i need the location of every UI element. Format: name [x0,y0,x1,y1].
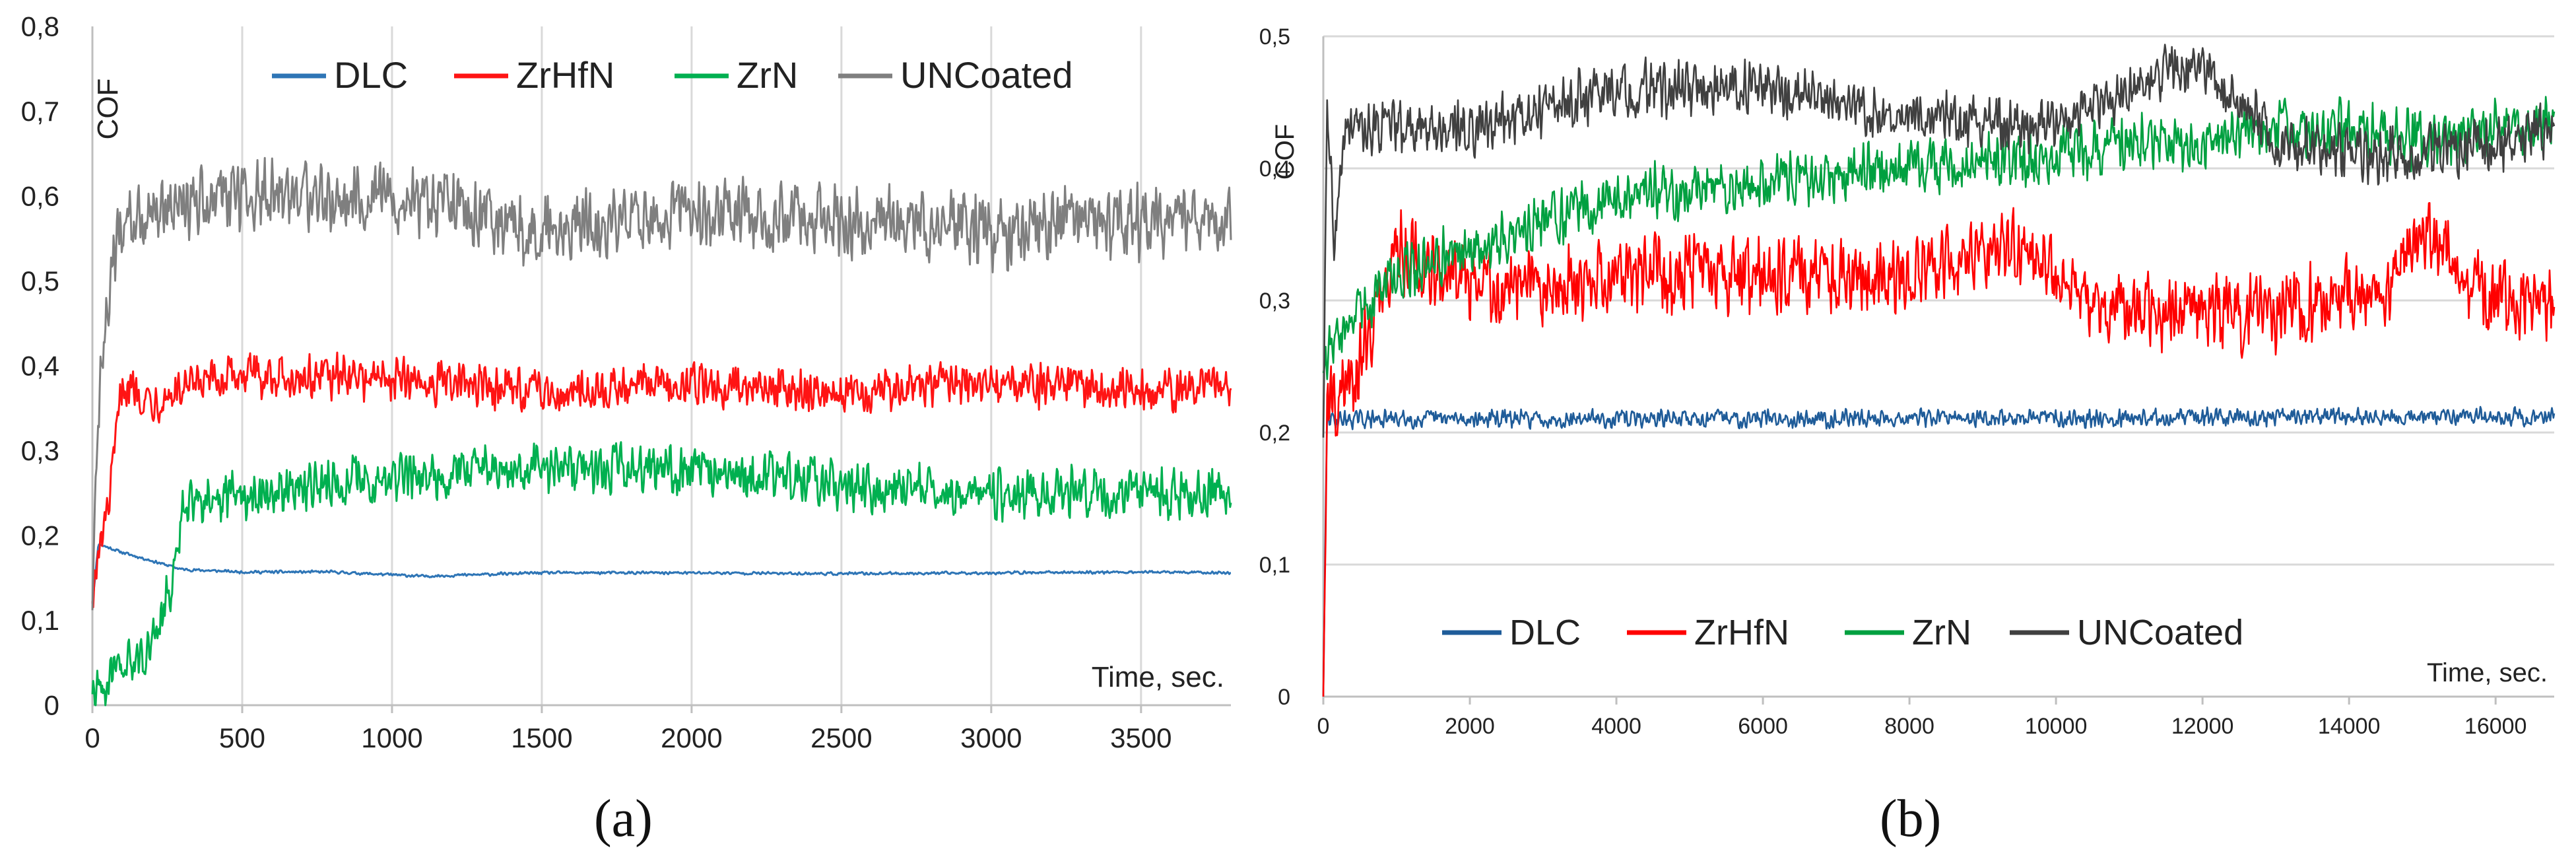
y-tick-label: 0,1 [1259,553,1290,578]
y-tick-label: 0 [44,690,59,721]
panel-caption-b: (b) [1880,790,1942,848]
x-tick-label: 2000 [1445,714,1495,739]
x-tick-label: 3500 [1110,722,1172,753]
x-tick-label: 0 [1317,714,1330,739]
series-line-zrn [91,441,1232,707]
series-line-zrhfn [91,351,1232,609]
series-line-dlc [91,543,1232,604]
legend-label-dlc: DLC [1509,613,1581,652]
x-tick-label: 4000 [1591,714,1641,739]
series-line-dlc [1322,405,2556,697]
series-line-zrhfn [1322,202,2556,697]
x-tick-label: 2500 [810,722,872,753]
y-tick-label: 0,1 [21,605,59,636]
y-tick-label: 0,6 [21,181,59,212]
y-tick-label: 0,4 [21,351,59,382]
legend-label-zrn: ZrN [1912,613,1971,652]
series-line-uncoated [91,156,1232,611]
chart-panel-b: 0 2000 4000 6000 8000 10000 12000 14000 16000 0 0,… [1259,24,2556,739]
y-tick-label: 0,4 [1259,156,1290,182]
series-line-uncoated [1322,44,2556,438]
y-tick-label: 0 [1278,685,1290,710]
y-axis-title: COF [92,79,124,140]
legend-label-zrhfn: ZrHfN [516,54,614,96]
y-tick-label: 0,3 [1259,289,1290,314]
panel-caption-a: (a) [594,790,653,848]
y-axis-title: COF [1271,124,1300,180]
y-tick-label: 0,2 [1259,421,1290,446]
y-tick-label: 0,5 [1259,24,1290,50]
x-tick-label: 500 [219,722,265,753]
x-tick-label: 8000 [1884,714,1934,739]
x-tick-label: 12000 [2171,714,2234,739]
x-axis-title: Time, sec. [2427,658,2548,687]
x-axis-title: Time, sec. [1092,661,1224,693]
x-tick-label: 6000 [1738,714,1788,739]
x-tick-label: 16000 [2464,714,2527,739]
y-tick-label: 0,5 [21,265,59,296]
legend-label-zrn: ZrN [737,54,798,96]
y-tick-label: 0,8 [21,11,59,42]
y-tick-label: 0,7 [21,96,59,127]
x-tick-label: 3000 [960,722,1022,753]
x-tick-label: 2000 [661,722,722,753]
legend-label-zrhfn: ZrHfN [1694,613,1789,652]
y-tick-label: 0,2 [21,520,59,551]
x-tick-label: 1000 [361,722,422,753]
legend-label-uncoated: UNCoated [900,54,1073,96]
series-line-zrn [1322,96,2556,380]
legend-label-uncoated: UNCoated [2077,613,2243,652]
x-tick-label: 1500 [511,722,572,753]
legend-label-dlc: DLC [334,54,408,96]
x-tick-label: 14000 [2318,714,2381,739]
y-tick-label: 0,3 [21,435,59,466]
chart-panel-a: 0 500 1000 1500 2000 2500 3000 3500 0 0,1 0,2 0,3 0,… [21,11,1232,753]
x-tick-label: 0 [84,722,100,753]
x-tick-label: 10000 [2025,714,2088,739]
